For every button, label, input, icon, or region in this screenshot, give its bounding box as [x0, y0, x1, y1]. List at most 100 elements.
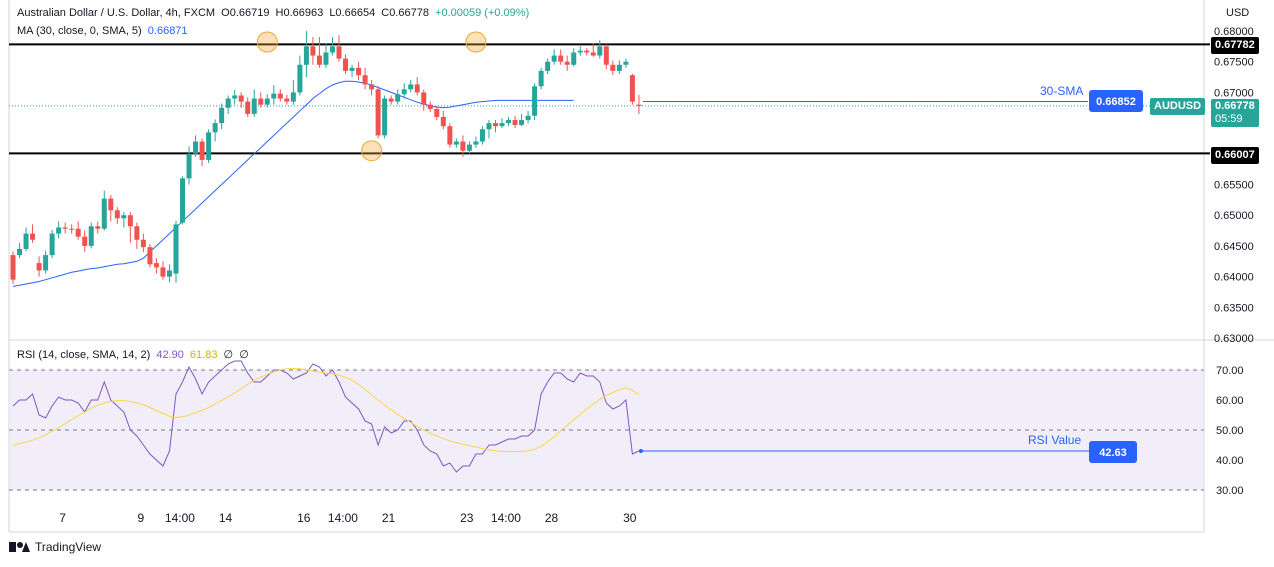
ma-value: 0.66871: [147, 25, 188, 37]
candle-body: [590, 52, 596, 56]
time-tick-label: 7: [59, 511, 66, 525]
candle-body: [571, 52, 577, 65]
resistance-price-tag: 0.67782: [1211, 37, 1259, 54]
support-price-tag: 0.66007: [1211, 147, 1259, 164]
time-tick-label: 23: [460, 511, 474, 525]
tradingview-brand[interactable]: TradingView: [9, 540, 101, 554]
highlight-marker: [361, 140, 383, 162]
candle-body: [212, 123, 218, 133]
candle-body: [134, 226, 140, 240]
candle-body: [147, 247, 153, 265]
candle-body: [206, 132, 212, 160]
sma-value-text: 0.66852: [1096, 96, 1136, 108]
candle-body: [225, 98, 231, 108]
candle-body: [316, 55, 322, 65]
candle-body: [512, 120, 518, 125]
candle-body: [616, 64, 622, 71]
candle-body: [199, 141, 205, 160]
candle-body: [408, 84, 414, 90]
candle-body: [277, 93, 283, 99]
time-tick-label: 14: [219, 511, 233, 525]
candle-body: [219, 107, 225, 124]
rsi-line: [12, 360, 640, 473]
candle-body: [421, 92, 427, 105]
candle-body: [558, 55, 564, 62]
time-tick-label: 14:00: [328, 511, 358, 525]
candle-body: [597, 46, 603, 56]
candle-body: [56, 227, 62, 234]
candle-body: [564, 61, 570, 65]
rsi-label: RSI (14, close, SMA, 14, 2): [17, 349, 151, 361]
candle-body: [238, 95, 244, 102]
candle-body: [10, 255, 16, 280]
ma-legend: MA (30, close, 0, SMA, 5) 0.66871: [17, 24, 191, 38]
candle-body: [114, 210, 120, 219]
highlight-marker: [465, 31, 487, 53]
price-tick-label: 0.64500: [1214, 241, 1254, 253]
candle-body: [577, 50, 583, 53]
candle-body: [545, 61, 551, 71]
candle-body: [603, 46, 609, 65]
price-tick-label: 0.63000: [1214, 333, 1254, 345]
ohlc-low: L0.66654: [329, 7, 376, 19]
candle-body: [95, 226, 101, 229]
candle-body: [297, 64, 303, 93]
candles-group: [10, 31, 642, 284]
ohlc-close: C0.66778: [381, 7, 429, 19]
candle-body: [525, 115, 531, 121]
rsi-value: 42.90: [156, 349, 184, 361]
sma-value-box: [1089, 90, 1143, 112]
candle-body: [232, 95, 238, 99]
symbol-legend: Australian Dollar / U.S. Dollar, 4h, FXC…: [17, 6, 532, 20]
candle-body: [258, 98, 264, 105]
price-tick-label: 0.67000: [1214, 87, 1254, 99]
ohlc-open: O0.66719: [221, 7, 270, 19]
time-tick-label: 30: [623, 511, 637, 525]
candle-body: [349, 67, 355, 71]
candle-body: [388, 98, 394, 102]
sma-callout-label: 30-SMA: [1040, 84, 1083, 98]
candle-body: [447, 126, 453, 145]
ohlc-change: +0.00059 (+0.09%): [435, 7, 530, 19]
ma-label: MA (30, close, 0, SMA, 5): [17, 25, 142, 37]
rsi-tick-label: 70.00: [1216, 365, 1244, 377]
rsi-ma-value: 61.83: [189, 349, 218, 361]
countdown: 05:59: [1215, 113, 1243, 125]
candle-body: [479, 129, 485, 142]
time-tick-label: 21: [382, 511, 396, 525]
last-price-tag: 0.66778 05:59: [1211, 99, 1259, 127]
time-tick-label: 14:00: [491, 511, 521, 525]
candle-body: [75, 228, 81, 237]
candle-body: [49, 233, 55, 256]
candle-body: [17, 248, 23, 256]
candle-body: [343, 58, 349, 71]
candle-body: [108, 198, 114, 211]
price-tick-label: 0.65500: [1214, 180, 1254, 192]
candle-body: [551, 55, 557, 62]
symbol-tag: AUDUSD: [1150, 98, 1206, 115]
time-tick-label: 9: [137, 511, 144, 525]
candle-body: [82, 236, 88, 246]
candle-body: [519, 120, 525, 125]
symbol-title: Australian Dollar / U.S. Dollar, 4h, FXC…: [17, 7, 216, 19]
price-tick-label: 0.65000: [1214, 210, 1254, 222]
candle-body: [440, 116, 446, 127]
candle-body: [636, 104, 642, 106]
last-price: 0.66778: [1215, 100, 1255, 112]
rsi-value-text: 42.63: [1099, 447, 1127, 459]
rsi-legend: RSI (14, close, SMA, 14, 2) 42.90 61.83 …: [17, 348, 252, 362]
candle-body: [88, 226, 94, 246]
price-tick-label: 0.67500: [1214, 57, 1254, 69]
candle-body: [453, 141, 459, 145]
candle-body: [329, 46, 335, 53]
candle-body: [121, 215, 127, 219]
candle-body: [584, 50, 590, 53]
candle-body: [382, 98, 388, 136]
candle-body: [271, 93, 277, 99]
candle-body: [101, 198, 107, 229]
candle-body: [140, 239, 146, 248]
candle-body: [362, 75, 368, 85]
candle-body: [375, 89, 381, 136]
candle-body: [245, 101, 251, 114]
